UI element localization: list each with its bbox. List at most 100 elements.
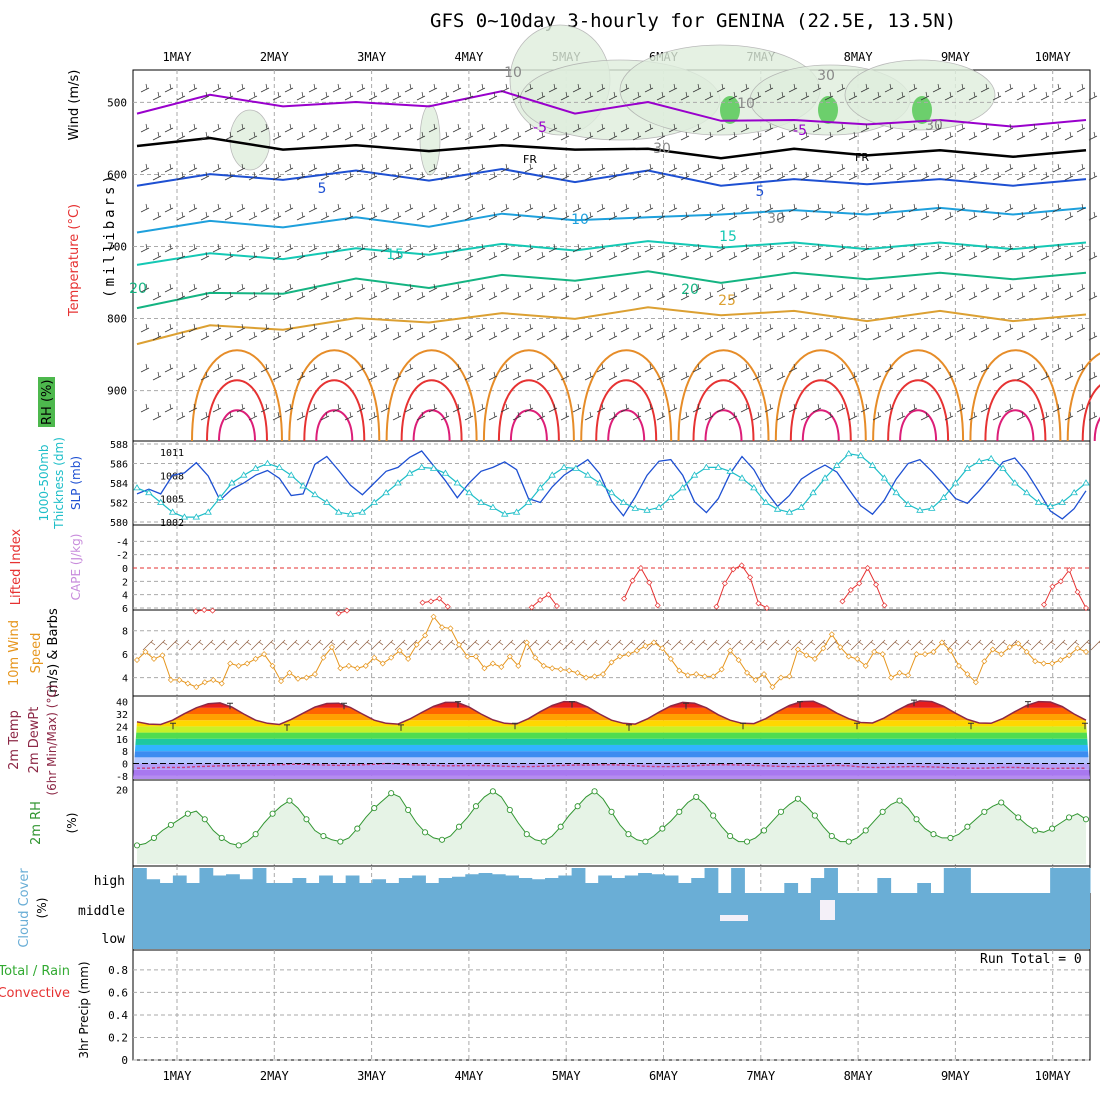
wind-barb	[980, 323, 990, 333]
wind-barb	[476, 83, 486, 93]
wind-barb	[512, 411, 522, 421]
data-point	[864, 565, 871, 571]
series-slp	[136, 450, 1087, 520]
minmax-tick	[1082, 722, 1088, 730]
wind-barb	[164, 283, 174, 293]
data-point	[523, 831, 530, 838]
data-point	[637, 565, 644, 571]
data-point	[633, 647, 640, 654]
wind-barb	[392, 291, 402, 301]
wind-barb	[428, 403, 438, 413]
wind-barb	[932, 203, 942, 213]
wind-barb	[584, 251, 594, 261]
data-point	[287, 471, 295, 478]
wind-barb	[560, 171, 570, 181]
wind-barb	[212, 403, 222, 413]
wind-barb	[296, 131, 306, 141]
wind-barb	[764, 163, 774, 173]
wind-barb	[632, 91, 642, 101]
wind-barb	[272, 251, 282, 261]
wind-barb	[1064, 211, 1074, 221]
contour-label: 5	[756, 184, 765, 200]
wind-barb	[320, 411, 330, 421]
data-point	[557, 666, 564, 673]
wind-barb	[776, 131, 786, 141]
wind-barb	[1088, 91, 1098, 101]
contour-label: 20	[681, 282, 699, 298]
wind-barb	[200, 291, 210, 301]
data-point	[394, 479, 402, 486]
data-point	[726, 467, 734, 474]
data-point	[548, 471, 556, 478]
wind-barb	[716, 203, 726, 213]
data-point	[1049, 825, 1056, 832]
data-point	[406, 469, 414, 476]
wind-barb	[704, 331, 714, 341]
wind-barb	[452, 363, 462, 373]
wind-barb	[308, 203, 318, 213]
wind-barb	[500, 243, 510, 253]
isotherm-arch	[218, 409, 256, 442]
wind-barb	[968, 291, 978, 301]
data-point	[625, 651, 632, 658]
wind-barb	[824, 291, 834, 301]
cloud-bar	[186, 883, 200, 893]
data-point	[1066, 567, 1073, 573]
wind-barb	[826, 639, 840, 651]
wind-barb	[716, 283, 726, 293]
wind-barb	[140, 123, 150, 133]
wind-barb	[500, 123, 510, 133]
data-point	[405, 655, 412, 662]
y-tick-label: 20	[116, 785, 128, 796]
wind-barb	[248, 91, 258, 101]
ylabel: (6hr Min/Max) (°C)	[45, 684, 59, 795]
data-point	[744, 838, 751, 845]
cloud-bar	[265, 883, 280, 893]
data-point	[1049, 583, 1056, 590]
wind-barb	[214, 639, 228, 651]
wind-barb	[404, 123, 414, 133]
wind-barb	[800, 211, 810, 221]
wind-barb	[848, 411, 858, 421]
data-point	[227, 660, 234, 667]
wind-barb	[848, 91, 858, 101]
cloud-gap	[720, 915, 748, 921]
wind-barb	[812, 403, 822, 413]
data-point	[809, 488, 817, 496]
data-point	[856, 580, 863, 587]
data-point	[540, 838, 547, 845]
ylabel-group: (%)	[65, 813, 79, 834]
wind-barb	[320, 131, 330, 141]
wind-barb	[572, 83, 582, 93]
wind-barb	[944, 171, 954, 181]
wind-barb	[788, 283, 798, 293]
wind-barb	[1040, 91, 1050, 101]
y-tick-label: 600	[107, 168, 127, 181]
wind-barb	[428, 363, 438, 373]
wind-barb	[248, 211, 258, 221]
data-point	[427, 598, 434, 605]
wind-barb	[800, 411, 810, 421]
wind-barb	[1066, 639, 1080, 651]
wind-barb	[428, 283, 438, 293]
data-point	[854, 655, 861, 662]
wind-barb	[152, 171, 162, 181]
wind-barb	[752, 91, 762, 101]
wind-barb	[212, 283, 222, 293]
wind-barb	[958, 639, 972, 651]
wind-barb	[164, 123, 174, 133]
wind-barb	[452, 163, 462, 173]
wind-barb	[764, 123, 774, 133]
wind-barb	[1028, 363, 1038, 373]
y-tick-label: 2	[122, 577, 128, 588]
wind-barb	[730, 639, 744, 651]
wind-barb	[836, 203, 846, 213]
ylabel-group: (6hr Min/Max) (°C)	[45, 684, 59, 795]
data-point	[676, 808, 683, 815]
data-point	[750, 484, 758, 491]
wind-barb	[536, 91, 546, 101]
cloud-bar	[731, 868, 745, 893]
wind-barb	[512, 331, 522, 341]
y-tick-label: 580	[110, 518, 128, 529]
data-point	[797, 503, 806, 510]
